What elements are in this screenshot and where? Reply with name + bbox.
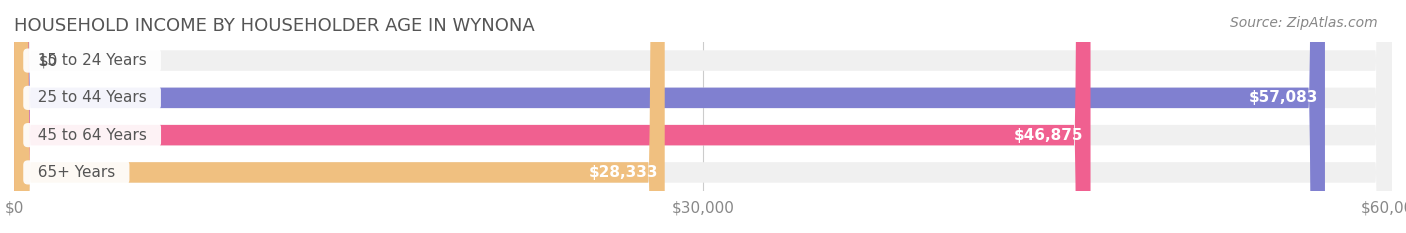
Text: $57,083: $57,083 xyxy=(1249,90,1317,105)
Text: Source: ZipAtlas.com: Source: ZipAtlas.com xyxy=(1230,16,1378,30)
FancyBboxPatch shape xyxy=(14,0,1392,233)
Text: 15 to 24 Years: 15 to 24 Years xyxy=(28,53,156,68)
Text: 45 to 64 Years: 45 to 64 Years xyxy=(28,128,156,143)
Text: HOUSEHOLD INCOME BY HOUSEHOLDER AGE IN WYNONA: HOUSEHOLD INCOME BY HOUSEHOLDER AGE IN W… xyxy=(14,17,534,35)
Text: 25 to 44 Years: 25 to 44 Years xyxy=(28,90,156,105)
Text: $0: $0 xyxy=(39,53,58,68)
Text: $46,875: $46,875 xyxy=(1014,128,1084,143)
FancyBboxPatch shape xyxy=(14,0,1392,233)
FancyBboxPatch shape xyxy=(14,0,665,233)
FancyBboxPatch shape xyxy=(14,0,1392,233)
FancyBboxPatch shape xyxy=(14,0,1392,233)
Text: 65+ Years: 65+ Years xyxy=(28,165,125,180)
Text: $28,333: $28,333 xyxy=(588,165,658,180)
FancyBboxPatch shape xyxy=(14,0,1324,233)
FancyBboxPatch shape xyxy=(14,0,1091,233)
